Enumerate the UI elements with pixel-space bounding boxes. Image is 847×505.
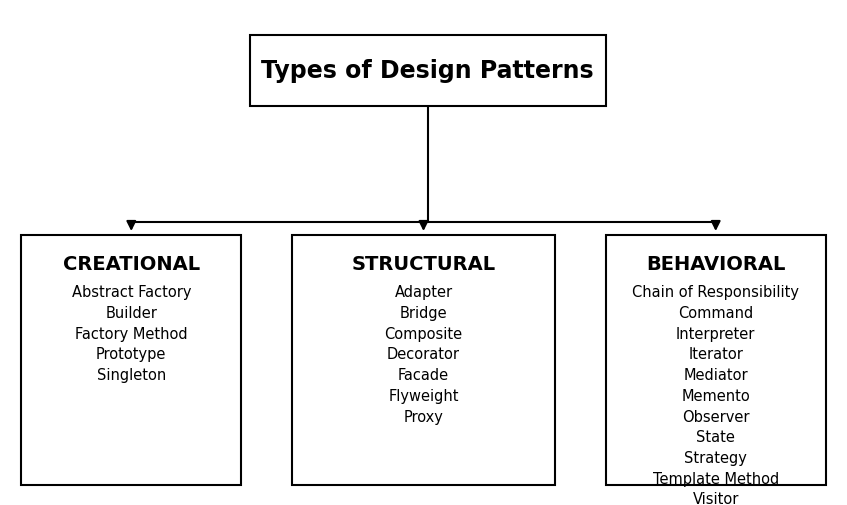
Text: State: State — [696, 430, 735, 445]
Text: Abstract Factory: Abstract Factory — [71, 285, 191, 300]
Bar — [250, 35, 606, 106]
Text: Proxy: Proxy — [403, 410, 444, 425]
Text: Template Method: Template Method — [652, 472, 779, 487]
Text: Flyweight: Flyweight — [388, 389, 459, 404]
Text: Decorator: Decorator — [387, 347, 460, 363]
Text: Factory Method: Factory Method — [75, 327, 187, 342]
Text: CREATIONAL: CREATIONAL — [63, 255, 200, 274]
Text: Prototype: Prototype — [96, 347, 167, 363]
Text: Visitor: Visitor — [693, 492, 739, 505]
Text: Interpreter: Interpreter — [676, 327, 756, 342]
Text: Iterator: Iterator — [689, 347, 743, 363]
Text: Observer: Observer — [682, 410, 750, 425]
Text: Facade: Facade — [398, 368, 449, 383]
Text: BEHAVIORAL: BEHAVIORAL — [646, 255, 785, 274]
Text: STRUCTURAL: STRUCTURAL — [352, 255, 495, 274]
Text: Mediator: Mediator — [684, 368, 748, 383]
Text: Singleton: Singleton — [97, 368, 166, 383]
Text: Strategy: Strategy — [684, 451, 747, 466]
Bar — [21, 235, 241, 485]
Text: Chain of Responsibility: Chain of Responsibility — [632, 285, 800, 300]
Bar — [292, 235, 555, 485]
Text: Command: Command — [678, 306, 753, 321]
Text: Types of Design Patterns: Types of Design Patterns — [262, 59, 594, 83]
Text: Adapter: Adapter — [395, 285, 452, 300]
Text: Builder: Builder — [105, 306, 158, 321]
Text: Bridge: Bridge — [400, 306, 447, 321]
Text: Memento: Memento — [681, 389, 750, 404]
Bar — [606, 235, 826, 485]
Text: Composite: Composite — [385, 327, 462, 342]
